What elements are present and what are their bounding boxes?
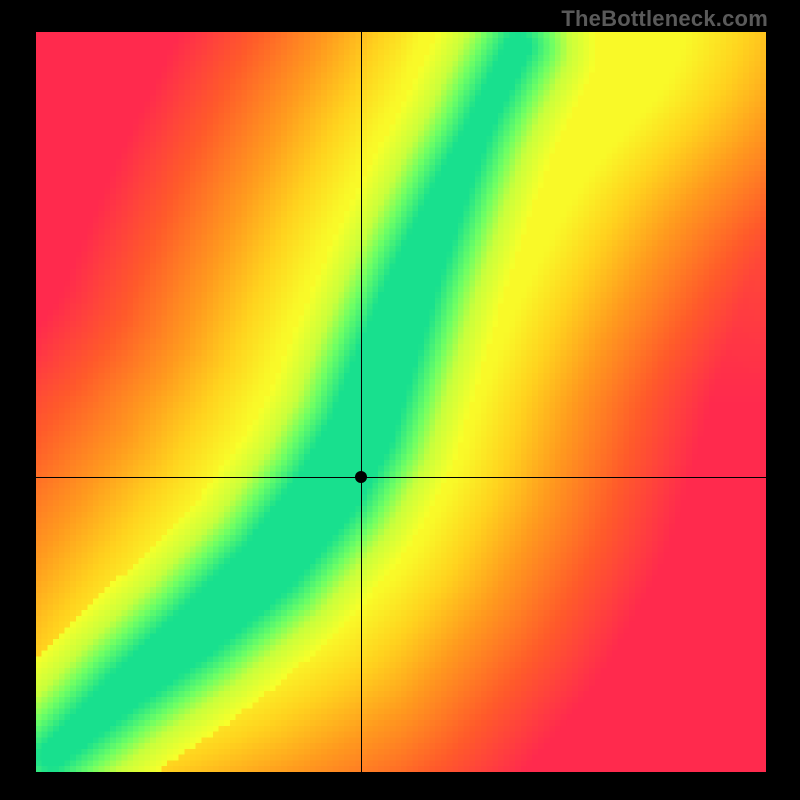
bottleneck-heatmap	[36, 32, 766, 772]
crosshair-vertical	[361, 32, 362, 772]
crosshair-horizontal	[36, 477, 766, 478]
source-watermark: TheBottleneck.com	[561, 6, 768, 32]
selection-marker[interactable]	[355, 471, 367, 483]
